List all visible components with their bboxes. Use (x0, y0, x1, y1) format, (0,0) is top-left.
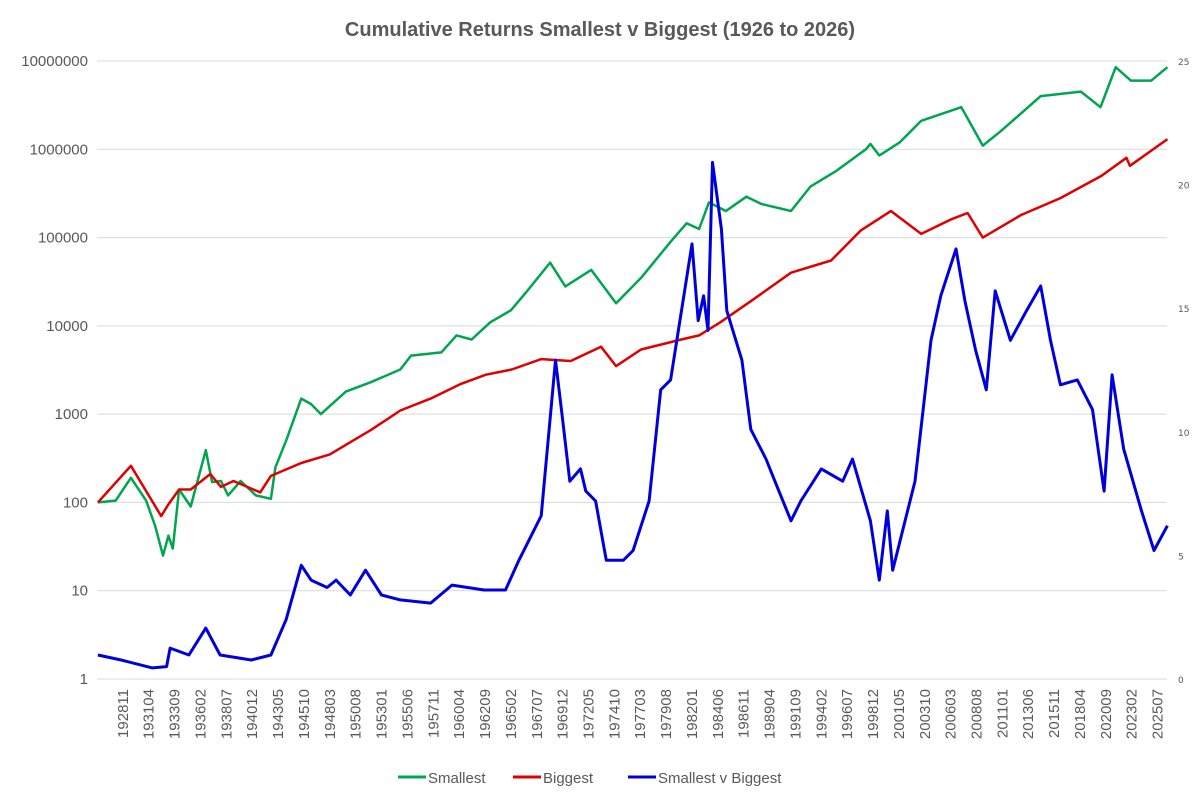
x-tick-label: 196209 (477, 689, 494, 739)
y-tick-label: 1 (80, 671, 88, 688)
y-axis-right: 0 5 10 15 20 25 (1178, 58, 1190, 686)
x-tick-label: 201804 (1072, 689, 1089, 739)
x-tick-label: 197908 (658, 689, 675, 739)
gridlines (97, 60, 1167, 680)
legend: Smallest Biggest Smallest v Biggest (398, 770, 782, 787)
x-tick-label: 200808 (969, 689, 986, 739)
x-tick-label: 200310 (917, 689, 934, 739)
x-tick-label: 194803 (322, 689, 339, 739)
y-tick-label: 100 (63, 494, 88, 511)
x-tick-label: 199402 (813, 689, 830, 739)
x-tick-label: 198611 (736, 689, 753, 738)
x-tick-label: 202009 (1098, 689, 1115, 739)
y-tick-label: 1000000 (30, 141, 88, 158)
x-tick-label: 195008 (348, 689, 365, 739)
x-tick-label: 196502 (503, 689, 520, 739)
x-tick-label: 194305 (270, 689, 287, 739)
x-tick-label: 198201 (684, 689, 701, 739)
series-line-smallest (97, 65, 1169, 557)
x-tick-label: 198904 (762, 689, 779, 739)
series-lines (96, 65, 1169, 670)
y-tick-label: 1000 (55, 406, 88, 423)
y2-tick-label: 15 (1178, 305, 1189, 315)
x-tick-label: 202507 (1150, 689, 1167, 739)
series-line-biggest (96, 138, 1169, 518)
y2-tick-label: 0 (1178, 676, 1184, 686)
x-tick-label: 199812 (865, 689, 882, 739)
x-tick-label: 194012 (244, 689, 261, 739)
y-tick-label: 10000 (46, 318, 88, 335)
y-tick-label: 10 (71, 583, 88, 600)
x-tick-label: 193104 (141, 689, 158, 739)
y2-tick-label: 5 (1178, 552, 1184, 562)
y2-tick-label: 20 (1178, 182, 1190, 192)
y2-tick-label: 10 (1178, 429, 1190, 439)
x-tick-label: 194510 (296, 689, 313, 739)
legend-label-smallest-v-biggest: Smallest v Biggest (658, 770, 782, 787)
y-axis-left: 1 10 100 1000 10000 100000 1000000 10000000 (21, 53, 88, 688)
x-tick-label: 197205 (580, 689, 597, 739)
x-axis: 192811 193104 193309 193602 193807 194012 1943… (115, 689, 1167, 739)
x-tick-label: 193309 (167, 689, 184, 739)
x-tick-label: 198406 (710, 689, 727, 739)
x-tick-label: 193602 (192, 689, 209, 739)
x-tick-label: 202302 (1124, 689, 1141, 739)
x-tick-label: 195301 (374, 689, 391, 739)
x-tick-label: 195711 (425, 689, 442, 738)
x-tick-label: 199109 (787, 689, 804, 739)
x-tick-label: 201511 (1046, 689, 1063, 738)
y-tick-label: 10000000 (21, 53, 88, 70)
y-tick-label: 100000 (38, 230, 88, 247)
x-tick-label: 193807 (218, 689, 235, 739)
x-tick-label: 200105 (891, 689, 908, 739)
x-tick-label: 196004 (451, 689, 468, 739)
legend-label-biggest: Biggest (543, 770, 594, 787)
x-tick-label: 192811 (115, 689, 132, 738)
x-tick-label: 201101 (994, 689, 1011, 738)
x-tick-label: 199607 (839, 689, 856, 739)
x-tick-label: 197703 (632, 689, 649, 739)
x-tick-label: 201306 (1020, 689, 1037, 739)
x-tick-label: 197410 (606, 689, 623, 739)
series-line-smallest-v-biggest (97, 160, 1169, 670)
x-tick-label: 195506 (399, 689, 416, 739)
y2-tick-label: 25 (1178, 58, 1189, 68)
x-tick-label: 196707 (529, 689, 546, 739)
x-tick-label: 196912 (555, 689, 572, 739)
x-tick-label: 200603 (943, 689, 960, 739)
legend-label-smallest: Smallest (428, 770, 486, 787)
chart-title: Cumulative Returns Smallest v Biggest (1… (345, 19, 855, 41)
